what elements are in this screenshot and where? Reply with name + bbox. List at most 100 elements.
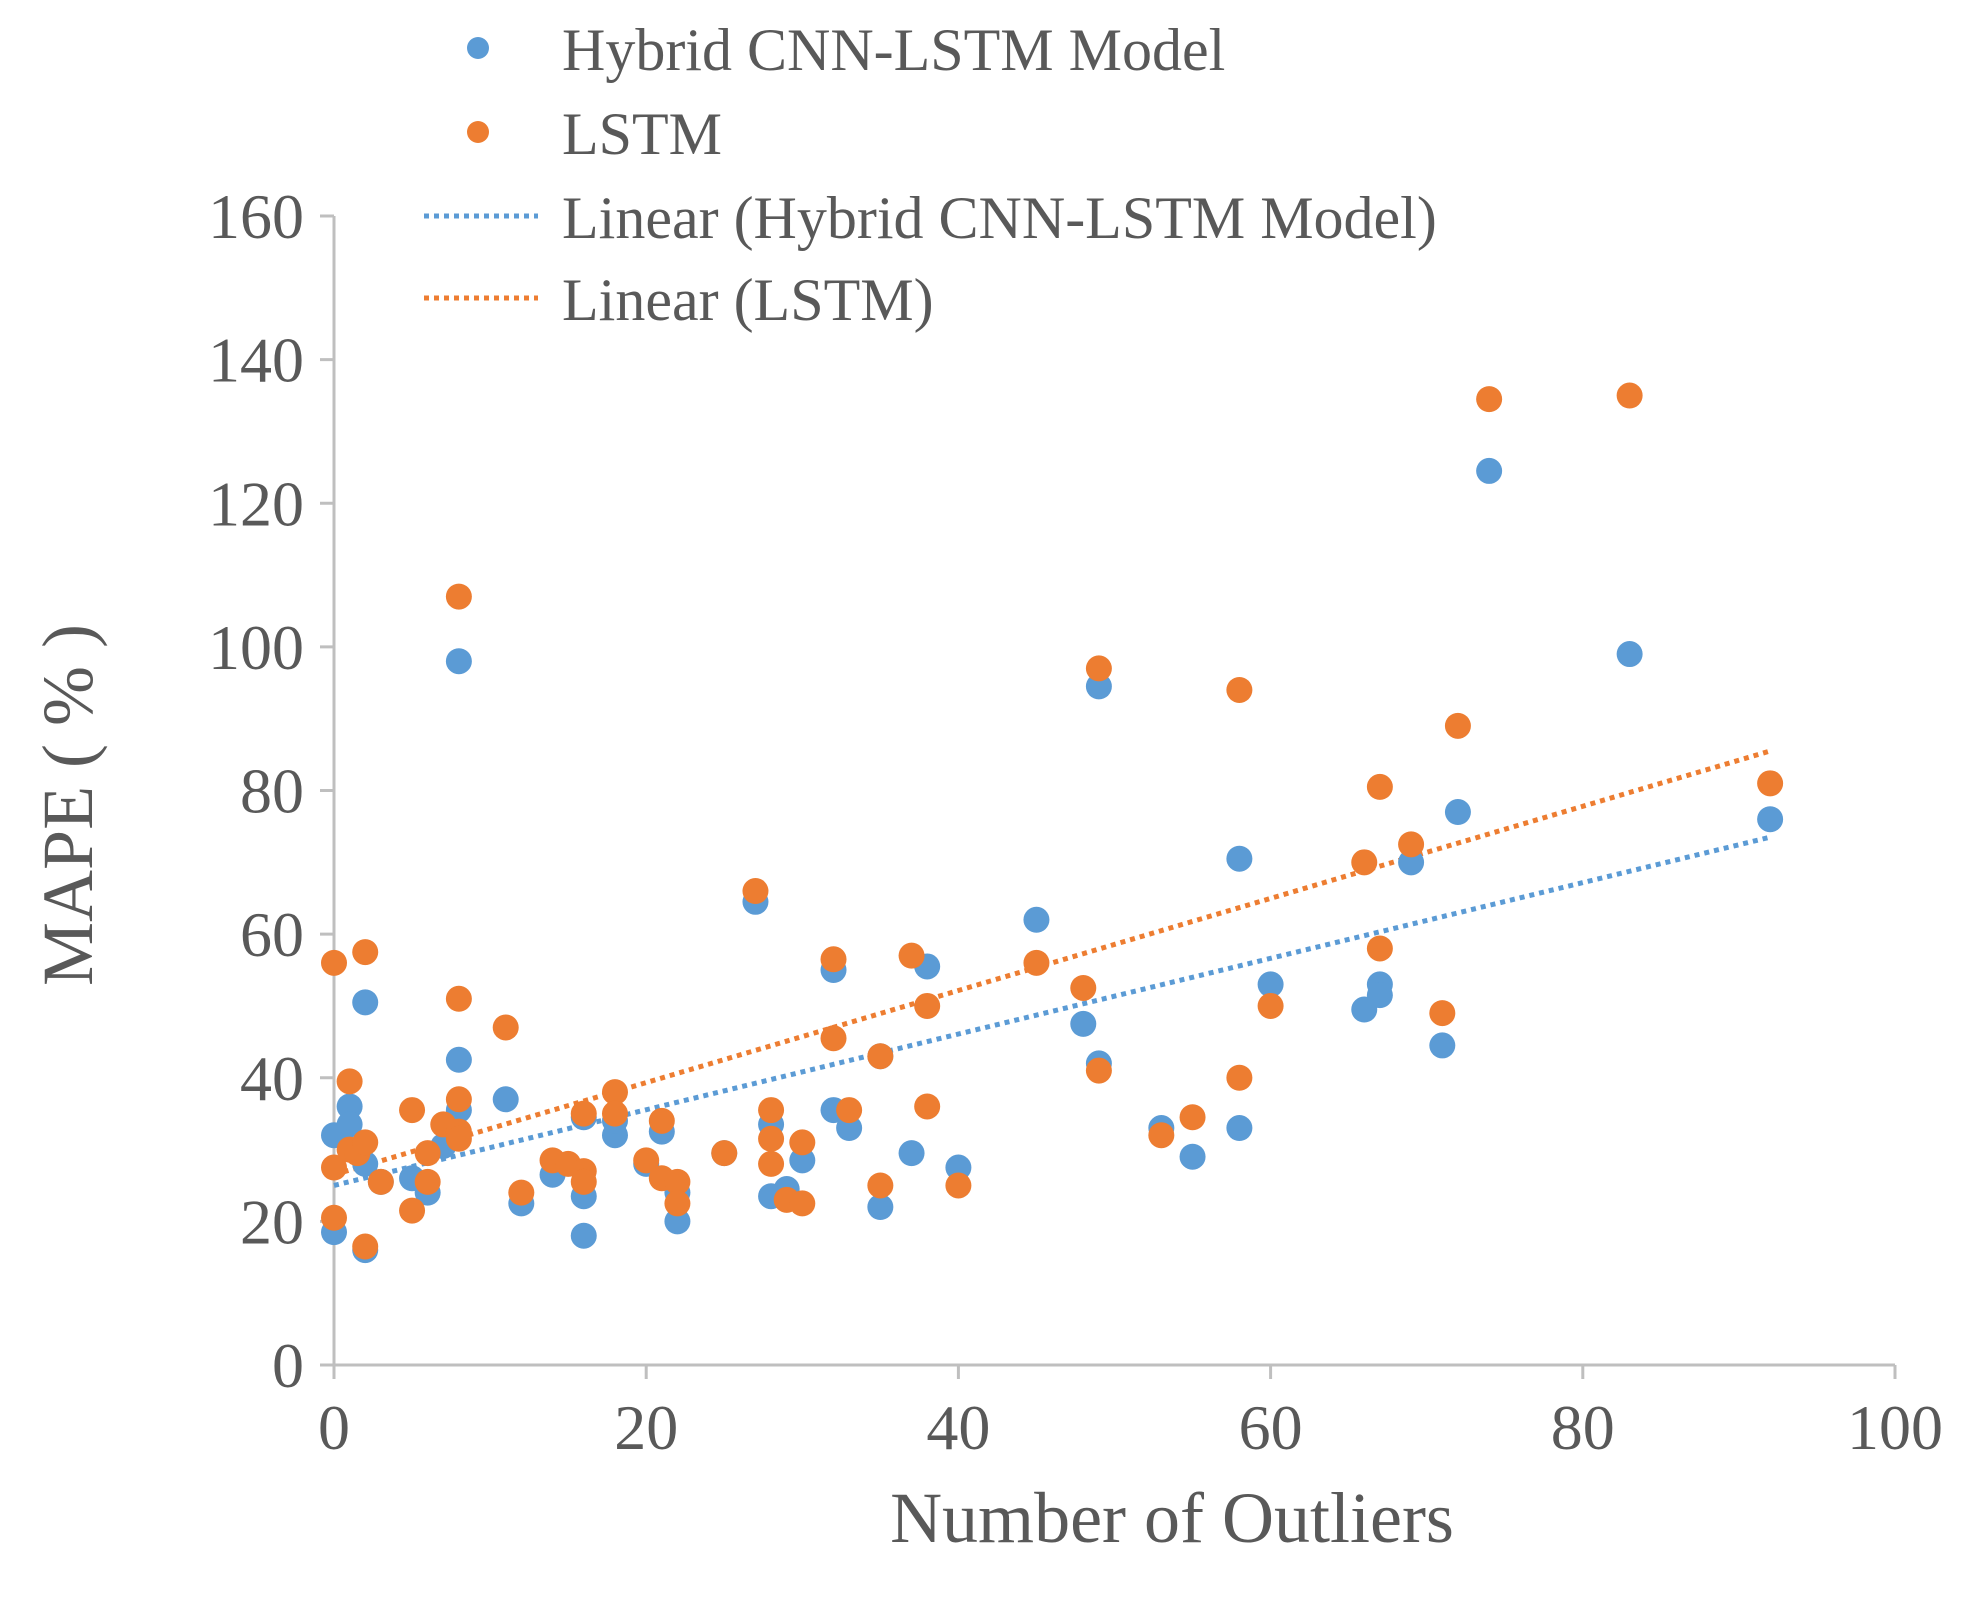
hybrid-point [1398,849,1425,876]
lstm-point [414,1140,441,1167]
lstm-point [1257,992,1284,1019]
hybrid-point [570,1222,597,1249]
lstm-point [601,1100,628,1127]
y-tick-label: 60 [240,899,304,970]
x-tick-label: 80 [1551,1392,1615,1463]
lstm-point [914,992,941,1019]
lstm-point [1085,655,1112,682]
lstm-point [399,1097,426,1124]
hybrid-point [1616,641,1643,668]
lstm-point [1476,386,1503,413]
lstm-point [1616,382,1643,409]
lstm-point [1429,1000,1456,1027]
lstm-point [1444,712,1471,739]
lstm-point [321,1154,347,1181]
legend-marker-hybrid [467,37,489,59]
x-tick-label: 100 [1847,1392,1943,1463]
y-tick-label: 20 [240,1186,304,1257]
lstm-point [1757,770,1784,797]
hybrid-point [664,1208,691,1235]
hybrid-point [1429,1032,1456,1059]
lstm-point [867,1043,894,1070]
lstm-point [758,1097,785,1124]
lstm-point [352,1233,379,1260]
hybrid-point [1023,906,1050,933]
lstm-point [414,1168,441,1195]
lstm-point [1226,1064,1253,1091]
hybrid-point [445,1046,472,1073]
lstm-point [1148,1122,1175,1149]
lstm-point [633,1147,660,1174]
hybrid-point [352,989,379,1016]
trendline-hybrid [333,834,1771,1188]
lstm-point [1398,831,1425,858]
lstm-point [758,1125,785,1152]
lstm-point [601,1079,628,1106]
legend-marker-lstm [467,121,489,143]
hybrid-point [1226,845,1253,872]
legend-label-hybrid: Hybrid CNN-LSTM Model [562,17,1225,83]
lstm-point [336,1068,363,1095]
lstm-point [758,1150,785,1177]
hybrid-point [1366,982,1393,1009]
y-tick-label: 40 [240,1043,304,1114]
axes [332,216,1895,1367]
x-tick-label: 60 [1239,1392,1303,1463]
legend-label-lstm: LSTM [562,101,722,167]
hybrid-point [789,1147,816,1174]
hybrid-point [336,1093,363,1120]
lstm-point [820,946,847,973]
hybrid-point [1179,1143,1206,1170]
lstm-point [1366,935,1393,962]
lstm-point [914,1093,941,1120]
lstm-point [445,583,472,610]
lstm-point [1366,773,1393,800]
lstm-point [1179,1104,1206,1131]
lstm-point [648,1107,675,1134]
trendlines [333,748,1771,1188]
hybrid-point [1757,806,1784,833]
lstm-point [1023,949,1050,976]
y-tick-label: 120 [208,468,304,539]
lstm-point [664,1168,691,1195]
lstm-point [1351,849,1378,876]
legend-label-lstm-trend: Linear (LSTM) [562,267,934,333]
lstm-point [1070,974,1097,1001]
lstm-point [711,1140,738,1167]
x-tick-label: 40 [926,1392,990,1463]
lstm-point [445,985,472,1012]
hybrid-point [1476,457,1503,484]
hybrid-point [1085,673,1112,700]
lstm-point [570,1168,597,1195]
legend: Hybrid CNN-LSTM Model LSTM Linear (Hybri… [424,17,1437,333]
lstm-point [445,1086,472,1113]
lstm-point [321,949,347,976]
lstm-point [352,939,379,966]
hybrid-point [1226,1115,1253,1142]
x-ticks: 0 20 40 60 80 100 [318,1365,1943,1463]
hybrid-point [1257,971,1284,998]
x-axis-title: Number of Outliers [890,1478,1454,1558]
lstm-point [820,1025,847,1052]
trendline-lstm [333,748,1771,1178]
y-tick-label: 100 [208,612,304,683]
lstm-point [570,1100,597,1127]
x-tick-label: 0 [318,1392,350,1463]
lstm-point [789,1129,816,1156]
lstm-point [867,1172,894,1199]
lstm-point [367,1168,394,1195]
y-axis-title: MAPE ( % ) [28,624,108,986]
x-tick-label: 20 [614,1392,678,1463]
hybrid-point [445,648,472,675]
lstm-point [945,1172,972,1199]
hybrid-point [867,1194,894,1221]
y-tick-label: 0 [272,1330,304,1401]
hybrid-point [898,1140,925,1167]
lstm-point [836,1097,863,1124]
lstm-point [445,1125,472,1152]
lstm-point [664,1190,691,1217]
hybrid-point [1444,799,1471,826]
y-tick-label: 140 [208,325,304,396]
